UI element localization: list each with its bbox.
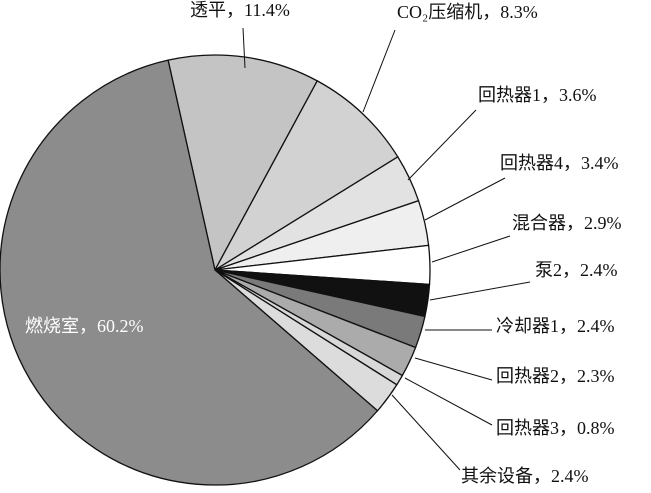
leader-line — [391, 394, 461, 471]
slice-label: 透平，11.4% — [190, 0, 290, 20]
slice-label: 回热器2，2.3% — [496, 366, 615, 386]
pie-slice — [0, 59, 379, 486]
slice-label: 回热器1，3.6% — [478, 85, 597, 105]
slice-label: CO₂压缩机，8.3% — [397, 2, 538, 22]
slice-label: 冷却器1，2.4% — [496, 316, 615, 336]
leader-line — [407, 109, 477, 181]
slice-label: 回热器3，0.8% — [496, 418, 615, 438]
pie-slice — [213, 79, 399, 272]
leader-line — [431, 235, 511, 263]
slice-label: 回热器4，3.4% — [500, 153, 619, 173]
slice-label: 混合器，2.9% — [512, 213, 622, 233]
slice-label: 燃烧室，60.2% — [25, 316, 144, 336]
leader-line — [424, 177, 506, 221]
leader-line — [404, 377, 493, 426]
slice-label: 泵2，2.4% — [535, 260, 618, 280]
leader-line — [242, 27, 246, 69]
leader-line — [429, 281, 531, 301]
leader-line — [362, 29, 396, 113]
slice-label: 其余设备，2.4% — [461, 466, 589, 486]
leader-line — [414, 357, 493, 381]
